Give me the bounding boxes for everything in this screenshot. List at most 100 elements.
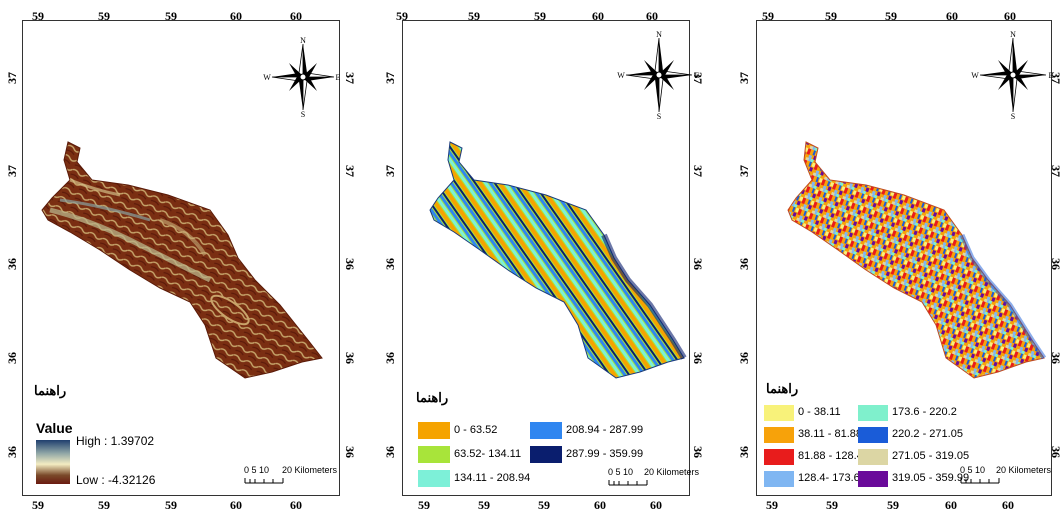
- bottom-tick: 60: [594, 498, 606, 512]
- legend-label: 38.11 - 81.88: [798, 428, 863, 440]
- watershed-map: [429, 141, 687, 379]
- compass-w: W: [971, 71, 979, 80]
- legend-swatch: [858, 405, 888, 421]
- top-tick: 59: [165, 9, 177, 23]
- top-tick: 59: [762, 9, 774, 23]
- compass-s: S: [657, 112, 661, 120]
- scale-bar: [608, 480, 648, 486]
- left-tick: 36: [737, 352, 751, 364]
- legend-swatch: [418, 422, 450, 439]
- map-panel-aspect-8: 59 59 59 60 60 37 37 36 36 36 37 37 36 3…: [712, 0, 1064, 514]
- left-tick: 36: [5, 258, 19, 270]
- compass-w: W: [263, 73, 271, 82]
- legend-title: راهنما: [34, 383, 67, 398]
- left-tick: 37: [5, 72, 19, 84]
- left-tick: 36: [5, 352, 19, 364]
- legend-swatch: [418, 470, 450, 487]
- color-ramp: [36, 440, 70, 484]
- bottom-tick: 60: [945, 498, 957, 512]
- bottom-tick: 59: [165, 498, 177, 512]
- legend-label: 319.05 - 359.99: [892, 472, 970, 484]
- map-panel-value: 59 59 59 60 60 37 37 36 36 36 37 37 36 3…: [0, 0, 357, 514]
- compass-w: W: [617, 71, 625, 80]
- left-tick: 37: [383, 72, 397, 84]
- compass-e: E: [695, 71, 700, 80]
- legend-swatch: [530, 422, 562, 439]
- bottom-tick: 60: [1002, 498, 1014, 512]
- top-tick: 59: [396, 9, 408, 23]
- compass-e: E: [1049, 71, 1054, 80]
- legend-label: 0 - 63.52: [454, 424, 498, 436]
- left-tick: 36: [5, 446, 19, 458]
- right-tick: 36: [691, 352, 705, 364]
- compass-s: S: [1011, 112, 1015, 120]
- legend-label: 81.88 - 128.4: [798, 450, 863, 462]
- left-tick: 37: [737, 165, 751, 177]
- bottom-tick: 59: [418, 498, 430, 512]
- compass-n: N: [656, 30, 662, 39]
- legend-swatch: [858, 449, 888, 465]
- legend-low-label: Low : -4.32126: [76, 473, 156, 487]
- legend-swatch: [764, 427, 794, 443]
- legend-label: 271.05 - 319.05: [892, 450, 970, 462]
- watershed-map: [41, 141, 323, 379]
- top-tick: 59: [32, 9, 44, 23]
- left-tick: 36: [737, 446, 751, 458]
- scale-ticks: 0 5 10: [608, 467, 634, 477]
- right-tick: 37: [691, 165, 705, 177]
- legend-value-title: Value: [36, 420, 73, 436]
- north-arrow-icon: N S E W: [263, 36, 341, 118]
- top-tick: 59: [825, 9, 837, 23]
- bottom-tick: 60: [230, 498, 242, 512]
- compass-s: S: [301, 110, 305, 118]
- bottom-tick: 59: [98, 498, 110, 512]
- scale-bar: [960, 478, 1000, 484]
- scale-label: 20 Kilometers: [996, 465, 1052, 475]
- scale-label: 20 Kilometers: [282, 465, 338, 475]
- legend-label: 134.11 - 208.94: [454, 472, 531, 484]
- scale-bar: [244, 478, 284, 484]
- right-tick: 37: [1049, 165, 1063, 177]
- top-tick: 60: [230, 9, 242, 23]
- top-tick: 60: [592, 9, 604, 23]
- left-tick: 37: [5, 165, 19, 177]
- top-tick: 59: [98, 9, 110, 23]
- legend-swatch: [858, 471, 888, 487]
- scale-ticks: 0 5 10: [960, 465, 986, 475]
- scale-label: 20 Kilometers: [644, 467, 700, 477]
- right-tick: 36: [1049, 258, 1063, 270]
- right-tick: 36: [1049, 446, 1063, 458]
- legend-label: 128.4- 173.6: [798, 472, 860, 484]
- legend-swatch: [764, 405, 794, 421]
- right-tick: 37: [343, 165, 357, 177]
- top-tick: 59: [468, 9, 480, 23]
- bottom-tick: 59: [766, 498, 778, 512]
- right-tick: 36: [343, 446, 357, 458]
- top-tick: 60: [1004, 9, 1016, 23]
- map-panel-aspect-5: 59 59 59 60 60 37 37 36 36 36 37 37 36 3…: [356, 0, 708, 514]
- bottom-tick: 60: [290, 498, 302, 512]
- north-arrow-icon: N S E W: [617, 30, 700, 120]
- legend-label: 0 - 38.11: [798, 406, 841, 418]
- legend-label: 220.2 - 271.05: [892, 428, 963, 440]
- right-tick: 36: [343, 352, 357, 364]
- left-tick: 36: [383, 446, 397, 458]
- right-tick: 36: [1049, 352, 1063, 364]
- compass-n: N: [1010, 30, 1016, 39]
- legend-swatch: [764, 471, 794, 487]
- left-tick: 36: [383, 258, 397, 270]
- legend-swatch: [764, 449, 794, 465]
- watershed-map: [787, 141, 1047, 379]
- top-tick: 59: [534, 9, 546, 23]
- right-tick: 36: [691, 258, 705, 270]
- legend-swatch: [858, 427, 888, 443]
- compass-e: E: [336, 73, 341, 82]
- top-tick: 60: [290, 9, 302, 23]
- bottom-tick: 60: [650, 498, 662, 512]
- compass-n: N: [300, 36, 306, 45]
- legend-label: 173.6 - 220.2: [892, 406, 957, 418]
- bottom-tick: 59: [32, 498, 44, 512]
- scale-ticks: 0 5 10: [244, 465, 270, 475]
- left-tick: 36: [383, 352, 397, 364]
- legend-high-label: High : 1.39702: [76, 434, 155, 448]
